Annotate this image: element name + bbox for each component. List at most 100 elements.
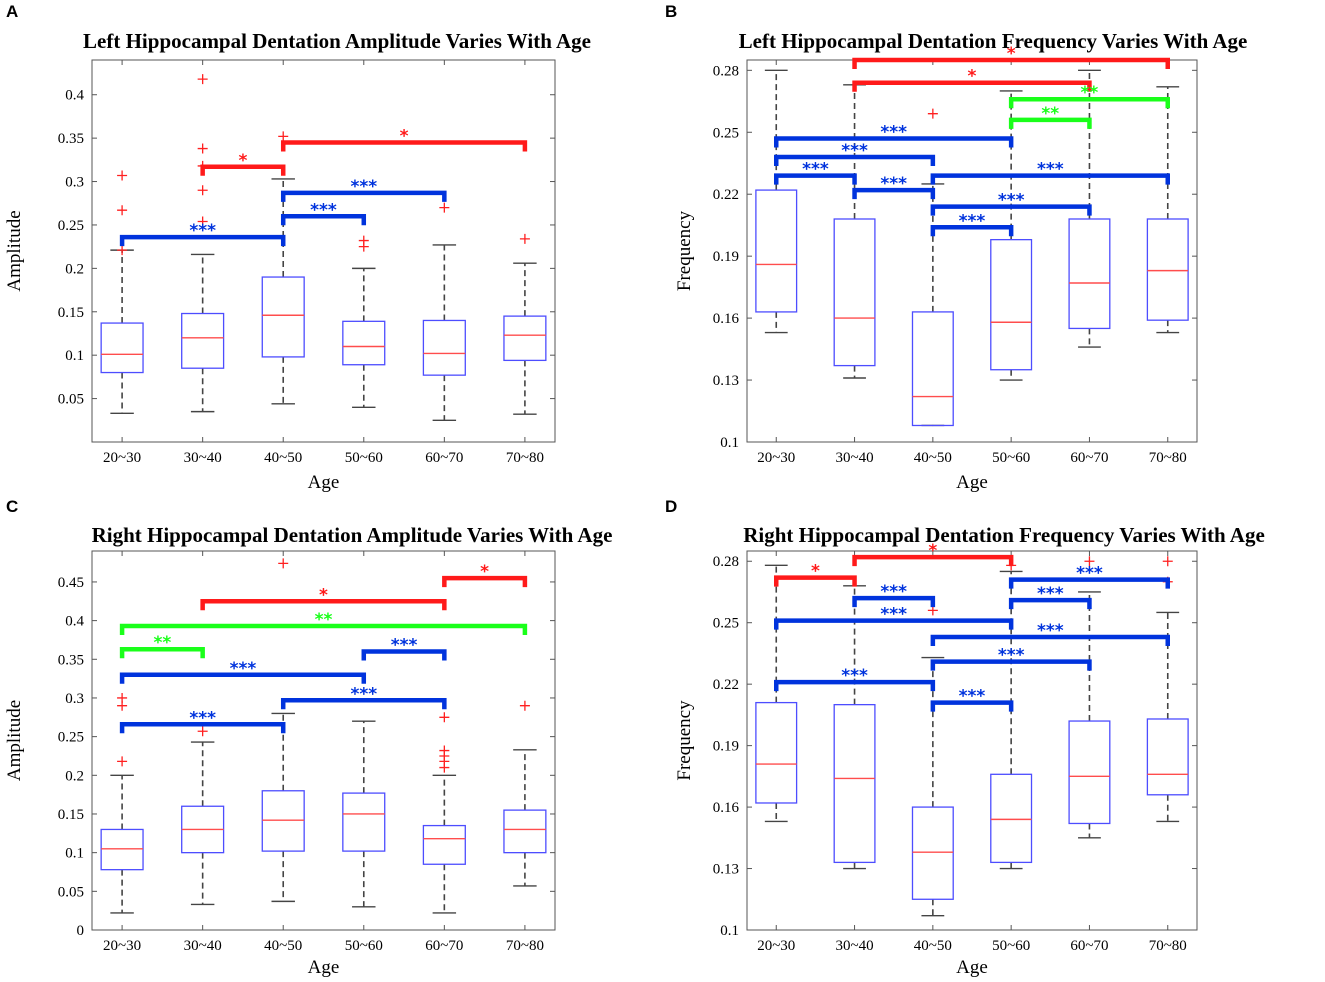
box-20~30	[100, 170, 144, 415]
significance-bracket: **	[119, 610, 528, 636]
significance-bracket: **	[1008, 83, 1170, 109]
box-50~60	[342, 720, 386, 908]
y-axis-label: Amplitude	[4, 210, 25, 291]
outlier-marker	[519, 233, 530, 244]
y-tick-label: 0.13	[713, 373, 739, 389]
y-tick-label: 0.2	[65, 768, 84, 784]
significance-label: ***	[998, 646, 1025, 666]
x-axis-label: Age	[956, 957, 988, 978]
significance-label: ***	[350, 177, 377, 197]
y-tick-label: 0.1	[720, 435, 739, 451]
y-tick-label: 0.13	[713, 862, 739, 878]
significance-label: ***	[350, 684, 377, 704]
iqr-box	[503, 315, 547, 362]
significance-label: ***	[880, 122, 907, 142]
outlier-marker	[197, 143, 208, 154]
x-axis-label: Age	[308, 472, 340, 493]
iqr-box	[422, 319, 466, 376]
box-60~70	[422, 202, 466, 421]
outlier-marker	[1084, 556, 1095, 567]
bracket-line	[930, 173, 1170, 185]
bracket-line	[852, 554, 1014, 567]
bracket-line	[119, 234, 286, 247]
outlier-marker	[278, 558, 289, 569]
bracket-line	[774, 154, 936, 167]
y-tick-label: 0.15	[58, 305, 84, 321]
x-tick-label: 40~50	[264, 450, 302, 466]
significance-label: ***	[880, 605, 907, 625]
y-tick-label: 0.4	[65, 614, 84, 630]
iqr-box	[755, 189, 798, 313]
significance-label: ***	[189, 221, 216, 241]
significance-label: ***	[189, 708, 216, 728]
bracket-line	[774, 618, 1014, 630]
significance-label: ***	[1037, 584, 1064, 604]
plot-frame	[91, 59, 556, 443]
x-tick-label: 70~80	[1149, 938, 1187, 954]
significance-bracket: **	[1008, 104, 1092, 129]
outlier-marker	[117, 756, 128, 767]
box-30~40	[181, 726, 225, 906]
x-tick-label: 20~30	[103, 450, 141, 466]
box-20~30	[755, 69, 798, 334]
panel-letter: A	[6, 2, 18, 21]
significance-label: ***	[841, 666, 868, 686]
y-tick-label: 0.05	[58, 392, 84, 408]
y-tick-label: 0.22	[713, 677, 739, 693]
bracket-line	[852, 187, 936, 200]
significance-label: ***	[880, 582, 907, 602]
bracket-line	[200, 599, 447, 611]
outlier-marker	[197, 74, 208, 85]
y-tick-label: 0.25	[713, 125, 739, 141]
y-tick-label: 0.25	[713, 616, 739, 632]
significance-bracket: *	[852, 67, 1092, 92]
bracket-line	[1008, 577, 1170, 589]
bracket-line	[280, 698, 447, 710]
bracket-line	[774, 136, 1014, 148]
iqr-box	[342, 320, 386, 366]
outlier-marker	[439, 712, 450, 723]
outlier-marker	[439, 202, 450, 213]
bracket-line	[280, 190, 447, 202]
significance-bracket: ***	[930, 687, 1014, 712]
significance-bracket: ***	[852, 174, 936, 200]
x-tick-label: 50~60	[345, 450, 383, 466]
plot-frame	[746, 59, 1198, 443]
significance-bracket: ***	[930, 621, 1170, 647]
x-tick-label: 70~80	[506, 450, 544, 466]
bracket-line	[852, 595, 936, 608]
outlier-marker	[358, 241, 369, 252]
iqr-box	[181, 312, 225, 369]
x-tick-label: 30~40	[835, 450, 873, 466]
significance-label: ***	[391, 636, 418, 656]
significance-label: **	[315, 610, 333, 630]
x-tick-label: 50~60	[345, 938, 383, 954]
bracket-line	[200, 164, 286, 176]
box-30~40	[833, 585, 876, 870]
iqr-box	[911, 806, 954, 900]
x-tick-label: 60~70	[1070, 938, 1108, 954]
bracket-line	[119, 646, 205, 659]
outlier-marker	[197, 726, 208, 737]
significance-label: ***	[959, 687, 986, 707]
significance-bracket: ***	[280, 684, 447, 710]
significance-label: *	[1007, 44, 1016, 64]
significance-label: ***	[880, 174, 907, 194]
significance-bracket: ***	[930, 191, 1092, 216]
significance-bracket: ***	[774, 122, 1014, 148]
significance-bracket: ***	[930, 160, 1170, 185]
x-tick-label: 50~60	[992, 938, 1030, 954]
outlier-marker	[927, 108, 938, 119]
significance-bracket: ***	[1008, 584, 1092, 610]
iqr-box	[911, 311, 954, 427]
bracket-line	[280, 140, 528, 152]
significance-label: *	[480, 562, 489, 582]
chart-title: Left Hippocampal Dentation Amplitude Var…	[83, 29, 591, 53]
box-20~30	[755, 564, 798, 823]
significance-bracket: *	[852, 541, 1014, 567]
outlier-marker	[117, 700, 128, 711]
significance-bracket: ***	[930, 211, 1014, 237]
outlier-marker	[278, 131, 289, 142]
x-tick-label: 40~50	[264, 938, 302, 954]
significance-label: *	[319, 585, 328, 605]
